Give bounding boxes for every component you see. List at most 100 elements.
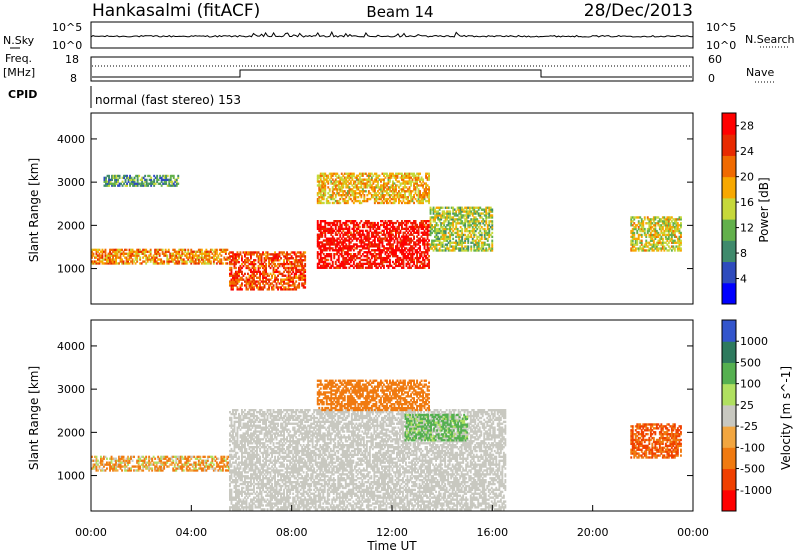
- data-cell: [452, 238, 454, 240]
- data-cell: [261, 259, 263, 261]
- data-cell: [430, 212, 432, 214]
- data-cell: [377, 182, 379, 184]
- data-cell: [410, 182, 412, 184]
- data-cell: [131, 177, 133, 179]
- data-cell: [136, 257, 138, 259]
- data-cell: [150, 260, 152, 262]
- data-cell: [229, 460, 231, 462]
- data-cell: [371, 265, 373, 267]
- data-cell: [491, 220, 493, 222]
- data-cell: [674, 240, 676, 242]
- data-cell: [220, 258, 222, 260]
- data-cell: [339, 220, 341, 222]
- data-cell: [211, 460, 213, 462]
- data-cell: [106, 458, 108, 460]
- data-cell: [353, 261, 355, 263]
- data-cell: [151, 467, 153, 469]
- data-cell: [330, 253, 332, 255]
- data-cell: [330, 255, 332, 257]
- data-cell: [362, 230, 364, 232]
- data-cell: [137, 179, 139, 181]
- data-cell: [187, 249, 189, 251]
- freq-trace: [92, 70, 692, 77]
- data-cell: [117, 469, 119, 471]
- data-cell: [277, 279, 279, 281]
- data-cell: [292, 257, 294, 259]
- data-cell: [428, 200, 430, 202]
- data-cell: [363, 226, 365, 228]
- data-cell: [150, 177, 152, 179]
- data-cell: [418, 230, 420, 232]
- data-cell: [356, 247, 358, 249]
- data-cell: [371, 173, 373, 175]
- data-cell: [335, 261, 337, 263]
- data-cell: [241, 288, 243, 290]
- data-cell: [413, 236, 415, 238]
- data-cell: [240, 251, 242, 253]
- data-cell: [327, 175, 329, 177]
- data-cell: [150, 253, 152, 255]
- freq-unit-label: [MHz]: [3, 66, 35, 79]
- data-cell: [304, 265, 306, 267]
- data-cell: [398, 180, 400, 182]
- data-cell: [407, 196, 409, 198]
- data-cell: [144, 175, 146, 177]
- data-cell: [392, 173, 394, 175]
- data-cell: [207, 460, 209, 462]
- data-cell: [353, 173, 355, 175]
- data-cell: [392, 243, 394, 245]
- data-cell: [680, 216, 682, 218]
- nave-tick-top: 60: [708, 53, 722, 66]
- data-cell: [138, 253, 140, 255]
- data-cell: [229, 444, 231, 446]
- data-cell: [644, 230, 646, 232]
- data-cell: [323, 202, 325, 204]
- data-cell: [341, 173, 343, 175]
- data-cell: [428, 179, 430, 181]
- data-cell: [397, 238, 399, 240]
- data-cell: [115, 458, 117, 460]
- data-cell: [464, 242, 466, 244]
- data-cell: [383, 245, 385, 247]
- data-cell: [389, 179, 391, 181]
- data-cell: [398, 234, 400, 236]
- data-cell: [285, 275, 287, 277]
- data-cell: [360, 255, 362, 257]
- data-cell: [324, 173, 326, 175]
- data-cell: [484, 228, 486, 230]
- data-cell: [467, 247, 469, 249]
- data-cell: [150, 249, 152, 251]
- power-panel-frame: [91, 113, 693, 304]
- data-cell: [430, 234, 432, 236]
- data-cell: [421, 177, 423, 179]
- data-cell: [123, 456, 125, 458]
- data-cell: [106, 467, 108, 469]
- data-cell: [461, 230, 463, 232]
- data-cell: [675, 236, 677, 238]
- data-cell: [397, 243, 399, 245]
- data-cell: [159, 253, 161, 255]
- data-cell: [93, 253, 95, 255]
- data-cell: [225, 253, 227, 255]
- data-cell: [457, 228, 459, 230]
- data-cell: [231, 448, 233, 450]
- data-cell: [677, 222, 679, 224]
- data-cell: [641, 242, 643, 244]
- data-cell: [680, 224, 682, 226]
- data-cell: [142, 467, 144, 469]
- data-cell: [428, 239, 430, 241]
- data-cell: [132, 258, 134, 260]
- data-cell: [127, 464, 129, 466]
- data-cell: [379, 175, 381, 177]
- data-cell: [130, 467, 132, 469]
- data-cell: [292, 269, 294, 271]
- data-cell: [231, 269, 233, 271]
- data-cell: [265, 269, 267, 271]
- date-title: 28/Dec/2013: [584, 1, 693, 21]
- data-cell: [126, 249, 128, 251]
- data-cell: [448, 207, 450, 209]
- data-cell: [452, 224, 454, 226]
- data-cell: [442, 242, 444, 244]
